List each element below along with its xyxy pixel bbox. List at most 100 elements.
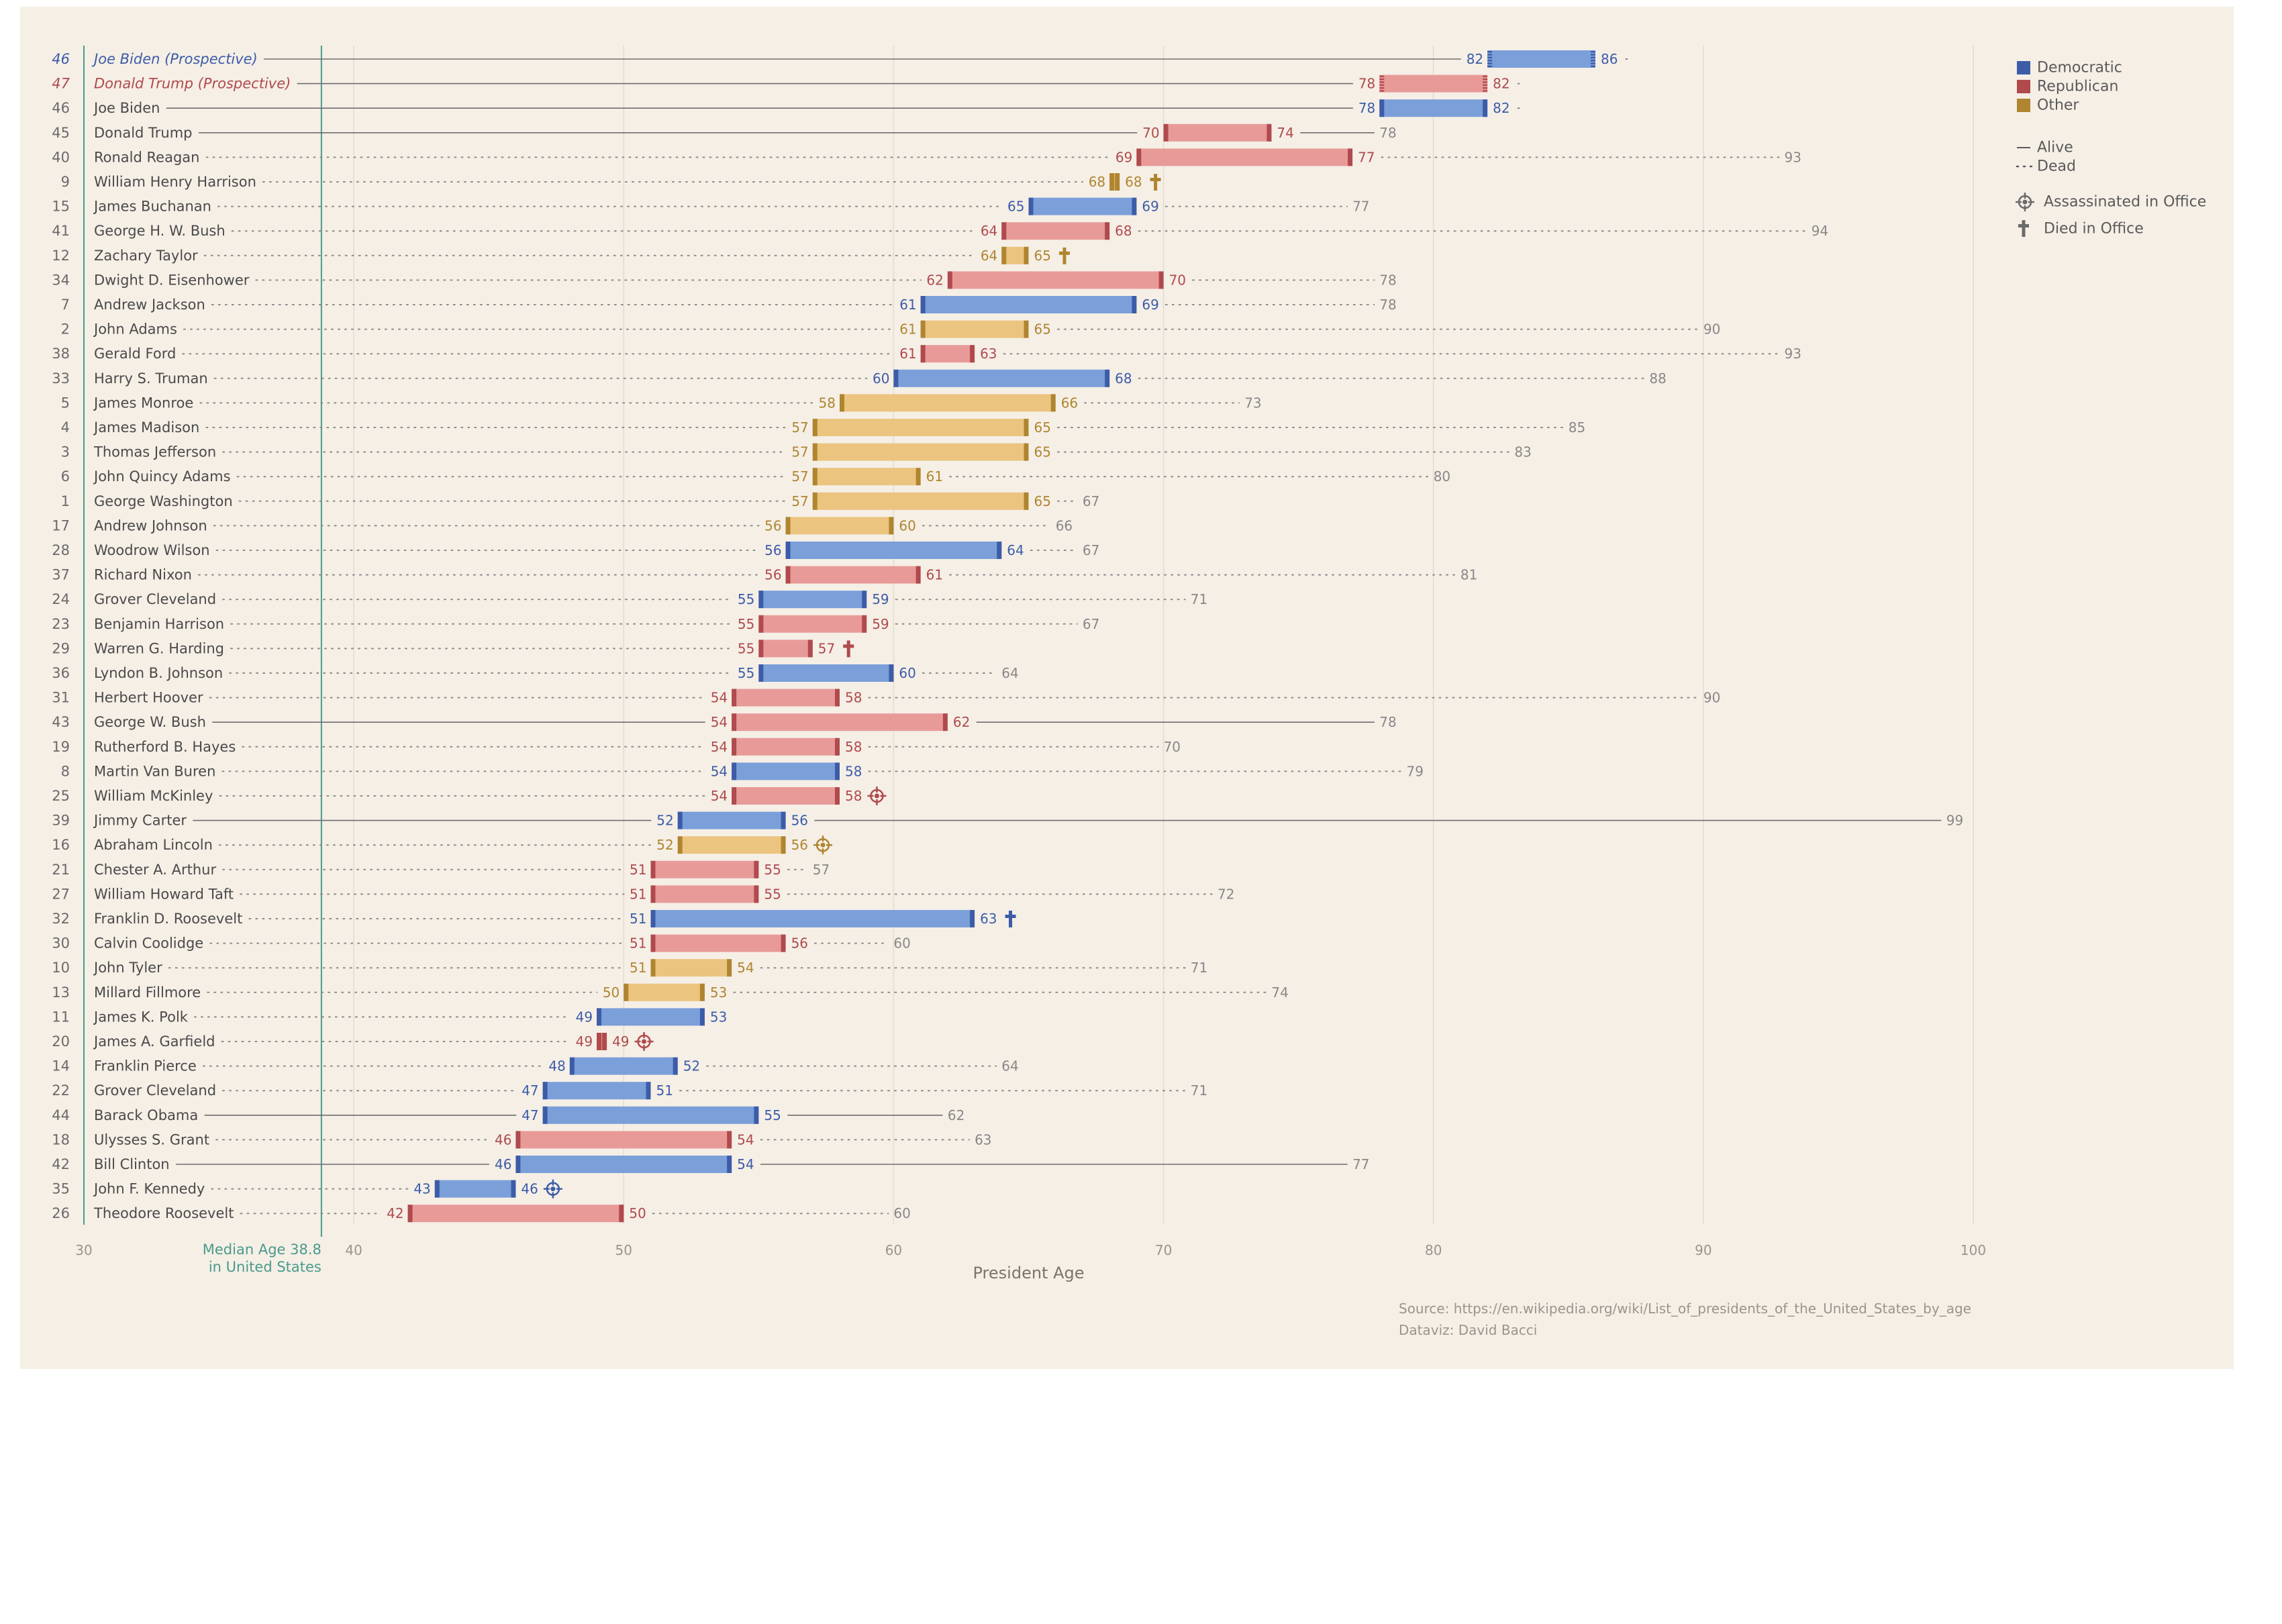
end-cap — [862, 591, 867, 609]
president-row: 41 George H. W. Bush 64 68 94 — [52, 222, 1828, 240]
dagger-stem — [846, 640, 850, 658]
lifespan-age-label: 90 — [1703, 690, 1720, 706]
legend: Democratic Republican Other Alive Dead Assass… — [2016, 60, 2206, 238]
president-name: John Tyler — [93, 960, 162, 976]
order-number: 43 — [52, 714, 70, 730]
start-cap — [758, 640, 764, 658]
president-name: Joe Biden — [93, 100, 160, 116]
president-name: Woodrow Wilson — [94, 542, 210, 558]
president-row: 37 Richard Nixon 56 61 81 — [52, 566, 1477, 584]
president-name: Ulysses S. Grant — [94, 1131, 209, 1148]
president-row: 1 George Washington 57 65 67 — [61, 492, 1099, 510]
start-cap — [542, 1082, 548, 1100]
start-age-label: 51 — [630, 935, 646, 952]
end-cap — [835, 689, 840, 707]
start-age-label: 46 — [495, 1156, 511, 1172]
lifespan-age-label: 77 — [1352, 1156, 1369, 1172]
start-cap — [677, 836, 683, 854]
president-row: 13 Millard Fillmore 50 53 74 — [52, 983, 1289, 1001]
end-age-label: 58 — [845, 788, 862, 804]
start-age-label: 42 — [387, 1205, 403, 1221]
start-cap — [434, 1180, 440, 1198]
end-cap — [1024, 246, 1029, 264]
end-age-label: 54 — [737, 1156, 754, 1172]
order-number: 42 — [52, 1156, 70, 1172]
end-cap — [835, 787, 840, 805]
end-cap — [1348, 148, 1353, 166]
start-cap — [785, 517, 791, 535]
end-age-label: 65 — [1034, 248, 1051, 264]
president-name: William Howard Taft — [94, 886, 234, 902]
president-name: Donald Trump — [94, 125, 193, 141]
president-name: William Henry Harrison — [94, 174, 256, 190]
start-cap — [677, 811, 683, 829]
term-bar — [1163, 123, 1272, 142]
end-cap — [1024, 320, 1029, 338]
lifespan-age-label: 67 — [1083, 542, 1099, 558]
died-in-office-icon — [1005, 911, 1016, 927]
striped-cap — [1487, 56, 1493, 58]
lifespan-age-label: 78 — [1379, 297, 1396, 313]
legend-label: Assassinated in Office — [2044, 194, 2206, 211]
term-bar — [947, 271, 1164, 289]
end-cap — [1105, 369, 1110, 387]
end-age-label: 55 — [764, 886, 781, 902]
president-row: 12 Zachary Taylor 64 65 — [52, 246, 1070, 264]
end-cap — [673, 1057, 678, 1075]
president-name: John Quincy Adams — [93, 468, 231, 485]
lifespan-age-label: 70 — [1164, 739, 1181, 755]
president-name: Donald Trump (Prospective) — [94, 76, 291, 92]
end-cap — [835, 762, 840, 780]
order-number: 46 — [52, 100, 70, 116]
president-name: Jimmy Carter — [93, 813, 187, 829]
start-age-label: 56 — [764, 517, 781, 534]
x-tick-label: 70 — [1155, 1242, 1172, 1258]
start-cap — [812, 492, 817, 510]
end-age-label: 68 — [1115, 223, 1132, 239]
lifespan-age-label: 57 — [813, 862, 830, 878]
start-age-label: 57 — [791, 444, 808, 460]
assassinated-icon — [813, 835, 833, 855]
president-row: 8 Martin Van Buren 54 58 79 — [61, 762, 1424, 780]
start-cap — [812, 443, 817, 461]
start-cap — [785, 566, 791, 584]
end-cap — [602, 1033, 607, 1050]
start-cap — [542, 1106, 548, 1124]
order-number: 11 — [52, 1009, 70, 1025]
start-age-label: 64 — [981, 223, 997, 239]
president-name: Joe Biden (Prospective) — [91, 51, 258, 67]
president-row: 39 Jimmy Carter 52 56 99 — [52, 811, 1963, 829]
order-number: 20 — [52, 1033, 70, 1050]
term-bar — [1001, 222, 1110, 240]
term-bar — [732, 762, 840, 780]
start-cap — [650, 934, 656, 952]
start-age-label: 54 — [711, 739, 728, 755]
lifespan-age-label: 85 — [1569, 419, 1585, 436]
president-name: Benjamin Harrison — [94, 616, 224, 632]
start-age-label: 78 — [1358, 100, 1375, 116]
president-name: John Adams — [93, 321, 177, 338]
start-age-label: 61 — [899, 321, 916, 338]
dagger-crossbar — [1005, 915, 1016, 918]
start-cap — [407, 1205, 413, 1223]
start-age-label: 78 — [1358, 76, 1375, 92]
start-age-label: 52 — [656, 813, 673, 829]
end-cap — [862, 615, 867, 633]
start-age-label: 43 — [413, 1181, 430, 1197]
order-number: 1 — [61, 493, 70, 509]
end-cap — [781, 836, 786, 854]
president-row: 25 William McKinley 54 58 — [52, 786, 887, 805]
lifespan-age-label: 93 — [1785, 149, 1801, 165]
order-number: 19 — [52, 739, 70, 755]
striped-cap — [1591, 62, 1595, 64]
end-age-label: 69 — [1142, 297, 1158, 313]
term-bar — [650, 934, 786, 952]
end-age-label: 65 — [1034, 493, 1051, 509]
term-bar — [732, 787, 840, 805]
legend-label: Dead — [2037, 158, 2076, 175]
end-cap — [754, 1106, 759, 1124]
start-cap — [840, 394, 844, 412]
start-cap — [732, 689, 737, 707]
grid-lines — [83, 46, 1974, 1225]
end-age-label: 49 — [612, 1033, 629, 1050]
